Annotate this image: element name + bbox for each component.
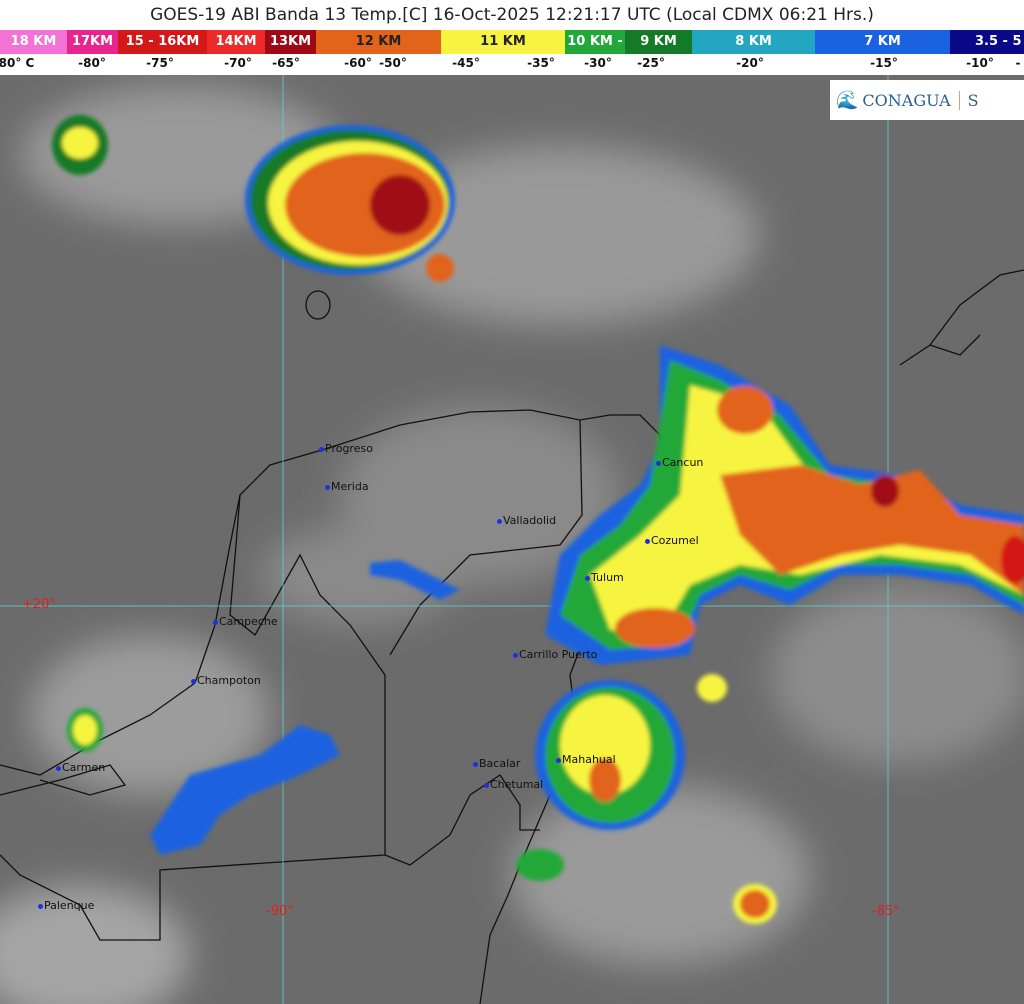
city-chetumal: Chetumal xyxy=(484,778,543,791)
legend-13km: 13KM xyxy=(265,30,316,54)
legend-14km: 14KM xyxy=(207,30,265,54)
temperature-scale: -80° C -80° -75° -70° -65° -60° -50° -45… xyxy=(0,54,1024,75)
temp-label: - xyxy=(1015,56,1021,70)
latitude-label: +20° xyxy=(22,597,56,612)
city-campeche: Campeche xyxy=(213,615,278,628)
temp-label: -60° xyxy=(344,56,372,70)
city-bacalar: Bacalar xyxy=(473,757,520,770)
city-palenque: Palenque xyxy=(38,899,94,912)
satellite-map[interactable]: 🌊 CONAGUA S +20° -90° -85° Progreso Meri… xyxy=(0,75,1024,1004)
legend-10km: 10 KM - xyxy=(565,30,625,54)
city-cancun: Cancun xyxy=(656,456,703,469)
city-carrillo-puerto: Carrillo Puerto xyxy=(513,648,597,661)
city-tulum: Tulum xyxy=(585,571,624,584)
temp-label: -65° xyxy=(272,56,300,70)
altitude-color-legend: 18 KM 17KM 15 - 16KM 14KM 13KM 12 KM 11 … xyxy=(0,30,1024,54)
temp-label: -10° xyxy=(966,56,994,70)
legend-15-16km: 15 - 16KM xyxy=(118,30,207,54)
city-merida: Merida xyxy=(325,480,369,493)
city-carmen: Carmen xyxy=(56,761,105,774)
temp-label: -45° xyxy=(452,56,480,70)
convective-storms xyxy=(52,115,1024,924)
legend-8km: 8 KM xyxy=(692,30,815,54)
legend-9km: 9 KM xyxy=(625,30,692,54)
legend-17km: 17KM xyxy=(67,30,118,54)
longitude-label: -85° xyxy=(872,904,900,919)
map-canvas xyxy=(0,75,1024,1004)
longitude-label: -90° xyxy=(266,904,294,919)
temp-label: -30° xyxy=(584,56,612,70)
city-progreso: Progreso xyxy=(319,442,373,455)
legend-18km: 18 KM xyxy=(0,30,67,54)
legend-11km: 11 KM xyxy=(441,30,565,54)
temp-label: -35° xyxy=(527,56,555,70)
temp-label: -80° xyxy=(78,56,106,70)
temp-label: -75° xyxy=(146,56,174,70)
temp-label: -25° xyxy=(637,56,665,70)
image-title: GOES-19 ABI Banda 13 Temp.[C] 16-Oct-202… xyxy=(150,5,874,25)
temp-label: -50° xyxy=(379,56,407,70)
conagua-logo-text: CONAGUA xyxy=(862,90,951,110)
legend-3-5-5km: 3.5 - 5 xyxy=(950,30,1024,54)
city-mahahual: Mahahual xyxy=(556,753,616,766)
city-cozumel: Cozumel xyxy=(645,534,699,547)
city-valladolid: Valladolid xyxy=(497,514,556,527)
city-champoton: Champoton xyxy=(191,674,261,687)
temp-label: -80° C xyxy=(0,56,35,70)
water-drop-icon: 🌊 xyxy=(836,89,859,111)
conagua-logo: 🌊 CONAGUA S xyxy=(830,80,1024,120)
temp-label: -70° xyxy=(224,56,252,70)
legend-12km: 12 KM xyxy=(316,30,441,54)
partner-logo-text: S xyxy=(958,90,979,110)
temp-label: -15° xyxy=(870,56,898,70)
temp-label: -20° xyxy=(736,56,764,70)
legend-7km: 7 KM xyxy=(815,30,950,54)
